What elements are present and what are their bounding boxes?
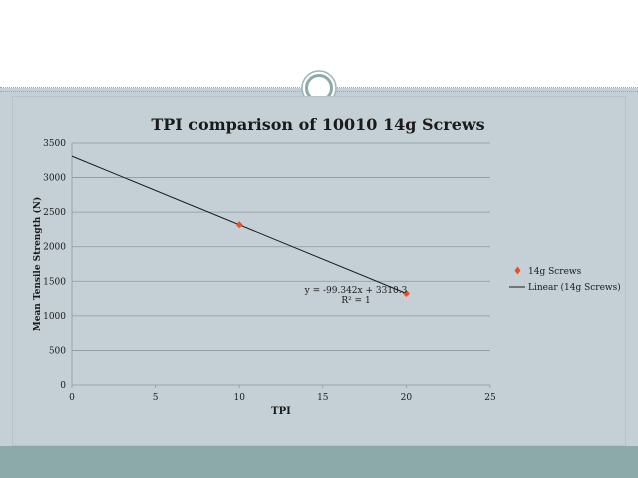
footer-band — [0, 446, 638, 478]
y-tick-label: 3500 — [43, 139, 66, 149]
x-tick-label: 5 — [153, 393, 159, 403]
trendline-equation: y = -99.342x + 3310.3 — [304, 286, 408, 296]
x-axis-label: TPI — [271, 406, 291, 417]
axes — [71, 143, 491, 388]
y-tick-label: 1000 — [43, 312, 66, 322]
x-tick-label: 20 — [401, 393, 413, 403]
y-axis-label: Mean Tensile Strength (N) — [32, 197, 43, 331]
data-point — [402, 290, 410, 298]
y-tick-label: 3000 — [43, 174, 66, 184]
y-tick-label: 1500 — [43, 277, 66, 287]
x-tick-label: 0 — [69, 393, 75, 403]
legend-label-series: 14g Screws — [528, 267, 582, 277]
data-point — [235, 221, 243, 229]
legend-label-trendline: Linear (14g Screws) — [528, 282, 621, 293]
y-tick-label: 0 — [60, 381, 66, 391]
y-tick-label: 2500 — [43, 208, 66, 218]
x-tick-labels: 0 5 10 15 20 25 — [69, 393, 496, 403]
y-tick-label: 2000 — [43, 243, 66, 253]
data-points — [235, 221, 410, 298]
chart-panel — [12, 96, 626, 446]
y-tick-labels: 0 500 1000 1500 2000 2500 3000 3500 — [43, 139, 66, 391]
chart-title: TPI comparison of 10010 14g Screws — [151, 115, 484, 134]
x-tick-label: 10 — [233, 393, 245, 403]
legend: 14g Screws Linear (14g Screws) — [509, 266, 621, 293]
gridlines — [72, 142, 490, 351]
legend-marker-icon — [514, 266, 521, 275]
x-tick-label: 15 — [317, 393, 329, 403]
trendline-r-squared: R² = 1 — [341, 296, 370, 306]
x-tick-label: 25 — [484, 393, 496, 403]
y-tick-label: 500 — [49, 346, 66, 356]
